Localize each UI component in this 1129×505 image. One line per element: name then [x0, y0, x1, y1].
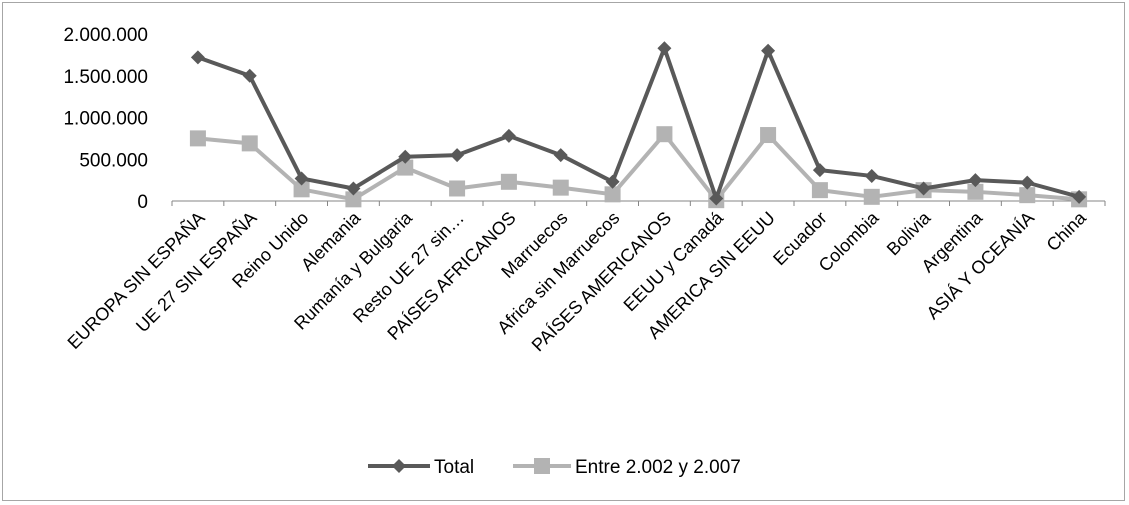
y-tick-label: 500.000: [79, 150, 148, 171]
data-point-diamond: [346, 181, 361, 196]
data-point-square: [1019, 187, 1036, 204]
y-tick-label: 0: [137, 192, 148, 213]
data-point-square: [397, 159, 414, 176]
series-line: [197, 46, 1080, 201]
legend-item: Entre 2.002 y 2.007: [513, 457, 741, 478]
data-point-diamond: [1020, 175, 1035, 190]
data-point-diamond: [190, 50, 205, 65]
y-tick-label: 1.500.000: [63, 67, 148, 88]
legend-label: Entre 2.002 y 2.007: [575, 457, 741, 478]
data-point-square: [449, 180, 466, 197]
data-point-square: [189, 130, 206, 147]
data-point-diamond: [968, 173, 983, 188]
y-axis-ticks: 0 500.000 1.000.000 1.500.000 2.000.000: [63, 25, 148, 213]
legend-label: Total: [434, 457, 474, 478]
y-tick-label: 1.000.000: [63, 109, 148, 130]
data-point-diamond: [657, 41, 672, 56]
data-point-diamond: [605, 174, 620, 189]
data-point-square: [552, 179, 569, 196]
data-point-diamond: [294, 171, 309, 186]
series-line: [197, 132, 1080, 203]
data-point-diamond: [450, 148, 465, 163]
data-point-square: [656, 126, 673, 143]
data-point-diamond: [761, 43, 776, 58]
legend: Total Entre 2.002 y 2.007: [368, 457, 741, 478]
data-point-diamond: [916, 181, 931, 196]
data-point-diamond: [553, 148, 568, 163]
series-total: [190, 41, 1087, 206]
data-point-square: [604, 186, 621, 203]
data-point-diamond: [398, 149, 413, 164]
data-point-square: [293, 181, 310, 198]
data-point-square: [863, 188, 880, 205]
legend-marker-diamond: [392, 459, 406, 473]
legend-marker-square: [534, 458, 550, 474]
data-point-square: [760, 127, 777, 144]
data-point-diamond: [709, 191, 724, 206]
data-point-diamond: [864, 168, 879, 183]
series-layer: [189, 41, 1088, 209]
data-point-square: [811, 182, 828, 199]
data-point-square: [500, 173, 517, 190]
data-point-square: [345, 191, 362, 208]
data-point-diamond: [812, 163, 827, 178]
data-point-diamond: [1072, 189, 1087, 204]
series-entre: [189, 126, 1088, 209]
x-axis-tick-marks: [171, 201, 1106, 206]
data-point-square: [241, 135, 258, 152]
data-point-diamond: [242, 68, 257, 83]
legend-item: Total: [368, 457, 474, 478]
data-point-diamond: [501, 128, 516, 143]
data-point-square: [967, 183, 984, 200]
y-tick-label: 2.000.000: [63, 25, 148, 46]
x-category-label: China: [1043, 207, 1091, 255]
